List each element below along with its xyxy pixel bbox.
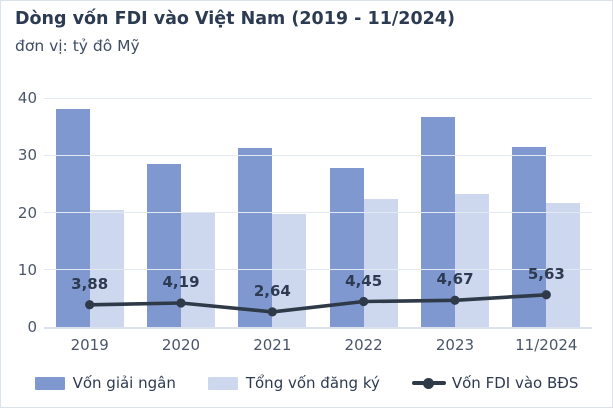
x-tick-label-2021: 2021	[253, 336, 292, 354]
chart-legend: Vốn giải ngân Tổng vốn đăng ký Vốn FDI vào…	[1, 374, 612, 392]
x-tick-label-2023: 2023	[435, 336, 475, 354]
line-marker-2021	[267, 307, 277, 317]
y-tick-label-0: 0	[27, 318, 37, 336]
bar-series1-2023	[420, 117, 455, 327]
chart-subtitle: đơn vị: tỷ đô Mỹ	[15, 37, 140, 55]
bar-series2-11/2024	[546, 202, 581, 327]
bar-series2-2019	[89, 210, 124, 327]
bar-series1-2021	[238, 148, 273, 327]
bar-group-11/2024	[501, 98, 592, 327]
gridline-y40	[44, 97, 592, 99]
line-marker-2022	[359, 296, 369, 307]
bar-series2-2022	[363, 199, 398, 327]
gridline-y30	[44, 154, 592, 156]
chart-title: Dòng vốn FDI vào Việt Nam (2019 - 11/202…	[15, 9, 455, 29]
line-marker-2020	[176, 298, 186, 308]
x-axis-labels: 2019 2020 2021 2022 2023 11/2024	[44, 336, 592, 354]
legend-item-3: Vốn FDI vào BĐS	[411, 374, 579, 392]
legend-line-marker-icon	[411, 377, 446, 390]
line-series	[85, 290, 551, 317]
point-label-2022: 4,45	[345, 271, 383, 290]
y-tick-label-30: 30	[17, 146, 37, 165]
y-tick-label-20: 20	[17, 203, 37, 222]
bar-group-2019	[44, 98, 135, 327]
point-label-2019: 3,88	[71, 274, 109, 293]
bar-series1-2019	[55, 109, 90, 327]
y-tick-label-10: 10	[17, 260, 37, 279]
bar-group-2023	[409, 98, 500, 327]
point-label-2023: 4,67	[436, 270, 474, 289]
point-label-2021: 2,64	[253, 281, 291, 300]
legend-item-2: Tổng vốn đăng ký	[207, 374, 380, 392]
line-path	[87, 293, 549, 314]
legend-label-3: Vốn FDI vào BĐS	[451, 374, 579, 392]
line-marker-11/2024	[541, 290, 551, 300]
legend-label-2: Tổng vốn đăng ký	[245, 374, 380, 392]
point-label-11/2024: 5,63	[527, 264, 565, 283]
legend-item-1: Vốn giải ngân	[34, 374, 176, 392]
x-tick-label-2022: 2022	[344, 336, 383, 354]
x-axis-line	[44, 327, 592, 329]
bar-series1-2020	[146, 163, 181, 327]
gridline-y20	[44, 212, 592, 213]
bar-series2-2023	[454, 194, 489, 327]
legend-label-1: Vốn giải ngân	[72, 374, 176, 392]
x-tick-label-2019: 2019	[70, 336, 109, 354]
legend-swatch-icon-2	[207, 376, 238, 390]
x-tick-label-11/2024: 11/2024	[515, 336, 578, 354]
line-marker-2023	[450, 295, 460, 305]
y-tick-label-40: 40	[17, 89, 37, 107]
line-marker-2019	[85, 300, 95, 310]
legend-swatch-icon-1	[34, 376, 65, 390]
gridline-y10	[44, 269, 592, 271]
point-label-2020: 4,19	[162, 273, 200, 291]
x-tick-label-2020: 2020	[161, 336, 201, 354]
